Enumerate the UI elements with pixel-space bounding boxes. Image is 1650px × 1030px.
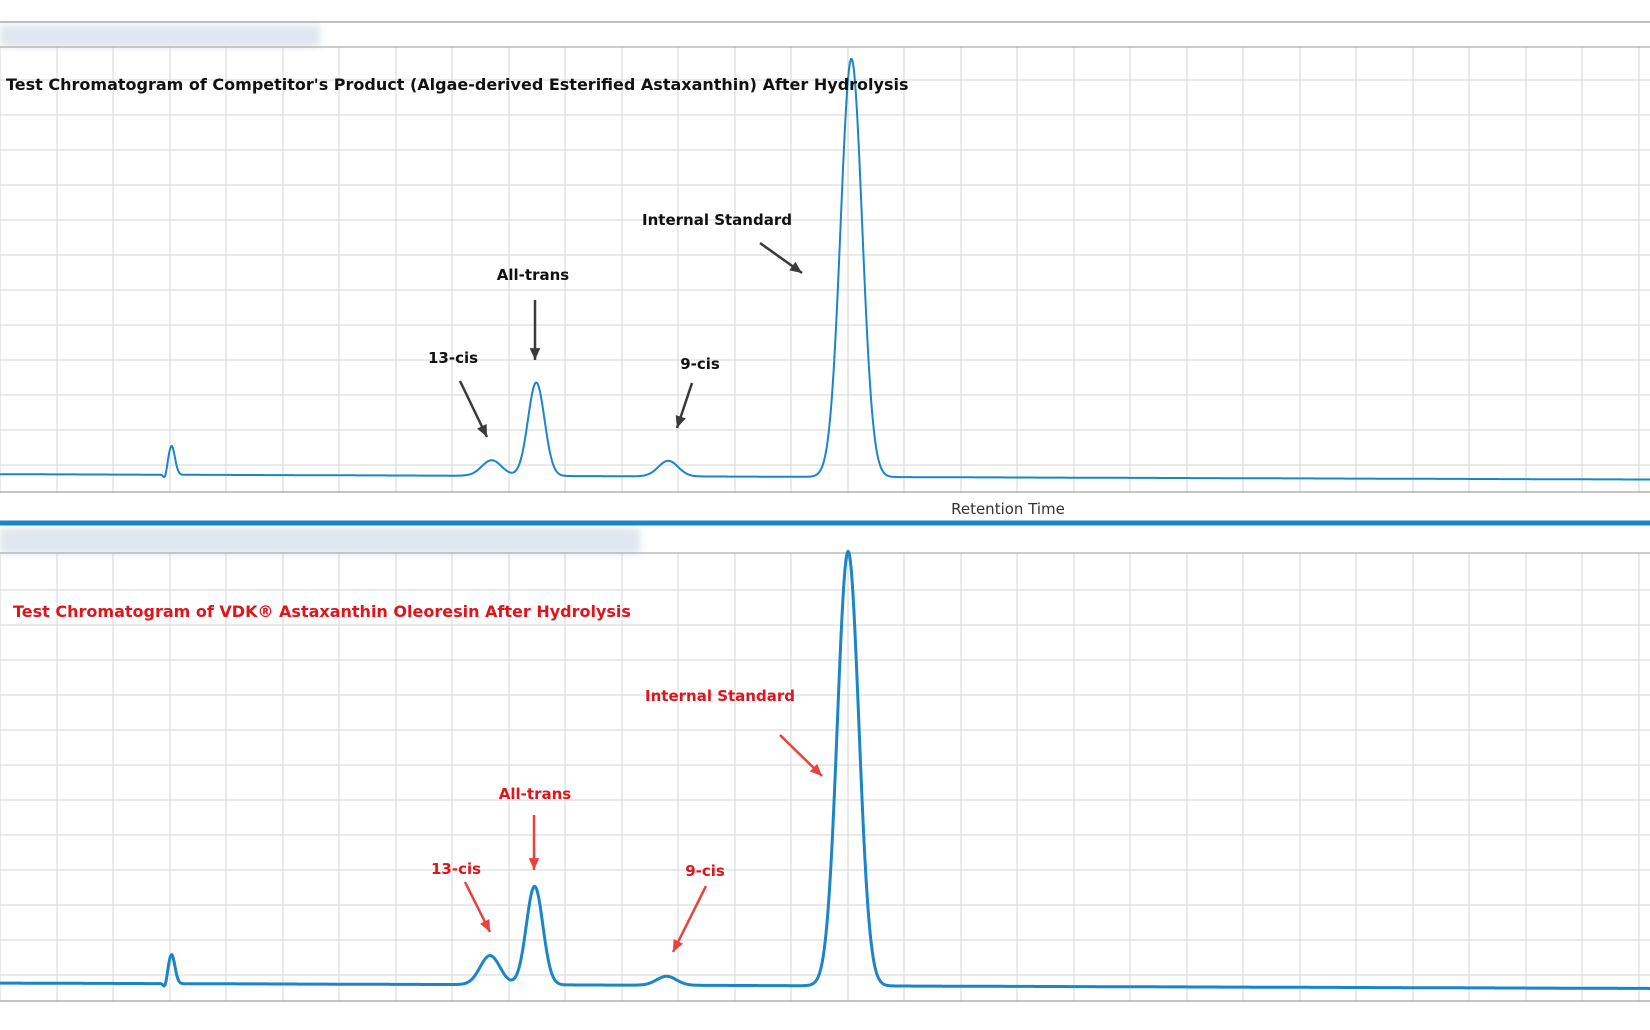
arrowhead-icon	[529, 348, 541, 360]
chart-panel-vdk: Test Chromatogram of VDK® Astaxanthin Ol…	[0, 549, 1650, 1002]
blurred-header-top	[0, 25, 320, 47]
chart-panel-competitor: Test Chromatogram of Competitor's Produc…	[0, 21, 1650, 518]
peak-label: 13-cis	[431, 860, 481, 878]
peak-label: Internal Standard	[645, 687, 795, 705]
grid-lines-top	[0, 47, 1650, 492]
arrowhead-icon	[789, 261, 802, 273]
x-axis-label: Retention Time	[951, 500, 1065, 518]
chart-title-vdk: Test Chromatogram of VDK® Astaxanthin Ol…	[13, 602, 631, 621]
peak-label: 13-cis	[428, 349, 478, 367]
peak-label: 9-cis	[685, 862, 725, 880]
chromatogram-trace-competitor	[0, 57, 1650, 481]
peak-annotations-vdk: 13-cis All-trans 9-cis Internal Standard	[431, 687, 823, 953]
chart-title-competitor: Test Chromatogram of Competitor's Produc…	[6, 75, 908, 94]
chromatogram-trace-vdk	[0, 549, 1650, 990]
arrowhead-icon	[809, 763, 822, 776]
arrowhead-icon	[673, 939, 683, 952]
arrowhead-icon	[528, 858, 540, 870]
arrowhead-icon	[675, 415, 686, 428]
peak-label: All-trans	[497, 266, 569, 284]
peak-label: 9-cis	[680, 355, 720, 373]
annotation-arrow	[671, 885, 708, 953]
grid-lines-bottom	[0, 553, 1650, 1001]
peak-label: All-trans	[499, 785, 571, 803]
arrowhead-icon	[477, 424, 487, 437]
peak-annotations-competitor: 13-cis All-trans 9-cis Internal Standard	[428, 211, 803, 438]
peak-label: Internal Standard	[642, 211, 792, 229]
blurred-header-bottom	[0, 528, 640, 554]
arrowhead-icon	[480, 919, 490, 932]
